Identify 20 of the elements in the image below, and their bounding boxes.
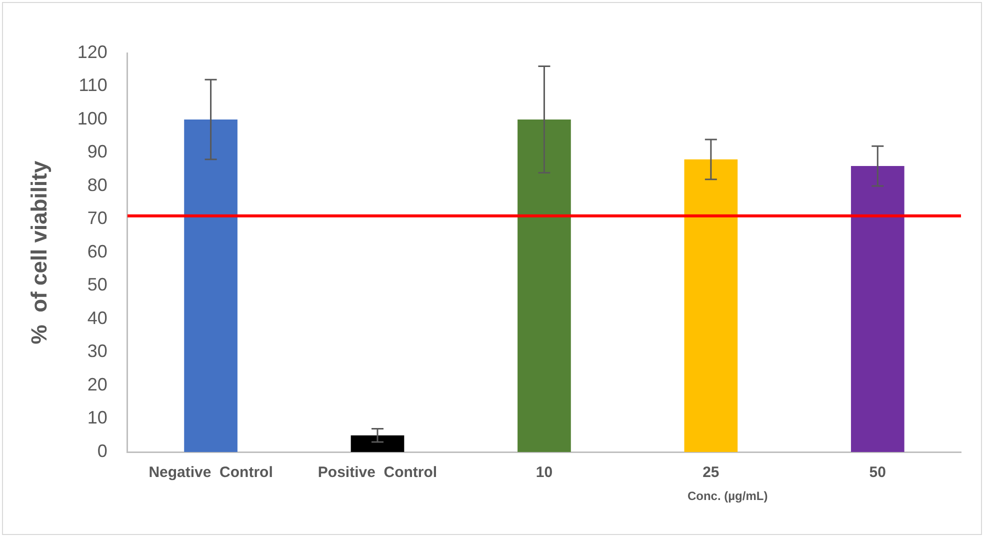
- y-axis-title: % of cell viability: [26, 160, 52, 344]
- x-tick-label: Negative Control: [148, 464, 273, 482]
- y-tick-label: 110: [78, 75, 108, 96]
- x-tick-label: 10: [536, 464, 553, 482]
- x-tick-label: 50: [869, 464, 886, 482]
- x-tick-label: Positive Control: [318, 464, 438, 482]
- y-tick-label: 30: [87, 341, 108, 362]
- y-tick-label: 40: [87, 308, 108, 328]
- y-tick-label: 80: [87, 174, 108, 195]
- y-tick-label: 60: [87, 241, 108, 262]
- y-tick-label: 120: [77, 42, 108, 62]
- y-tick-label: 90: [87, 142, 108, 162]
- x-tick-label: 25: [702, 464, 720, 482]
- y-tick-label: 20: [87, 374, 108, 394]
- y-tick-label: 0: [97, 440, 108, 461]
- y-tick-label: 50: [87, 274, 108, 295]
- y-tick-label: 100: [77, 108, 108, 128]
- y-tick-label: 70: [87, 208, 108, 228]
- y-tick-label: 10: [87, 408, 108, 428]
- x-axis-title: Conc. (µg/mL): [687, 489, 768, 503]
